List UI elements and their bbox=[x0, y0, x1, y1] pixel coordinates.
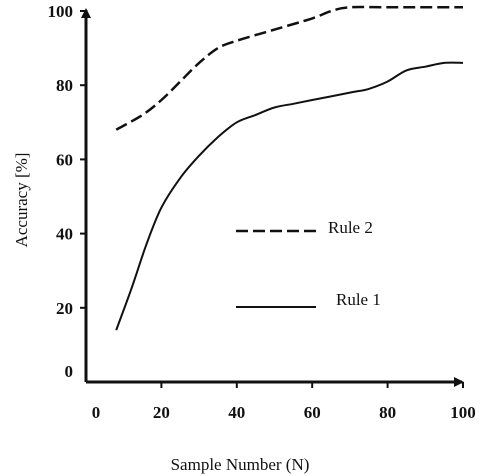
legend-label-rule2: Rule 2 bbox=[328, 218, 373, 237]
legend: Rule 2 Rule 1 bbox=[236, 218, 381, 309]
y-tick-label: 80 bbox=[56, 76, 73, 95]
x-tick-label: 80 bbox=[379, 403, 396, 422]
legend-label-rule1: Rule 1 bbox=[336, 290, 381, 309]
y-tick-label: 0 bbox=[65, 362, 74, 381]
y-tick-label: 40 bbox=[56, 225, 73, 244]
x-ticks: 0 20 40 60 80 100 bbox=[92, 382, 476, 422]
x-tick-label: 20 bbox=[153, 403, 170, 422]
series-line-rule-2 bbox=[115, 5, 463, 131]
x-axis-title: Sample Number (N) bbox=[171, 455, 310, 474]
y-tick-label: 60 bbox=[56, 150, 73, 169]
x-tick-label: 60 bbox=[304, 403, 321, 422]
series-layer bbox=[115, 5, 464, 331]
y-axis-title: Accuracy [%] bbox=[12, 153, 31, 248]
y-tick-label: 100 bbox=[48, 2, 74, 21]
y-ticks: 0 20 40 60 80 100 bbox=[48, 2, 86, 381]
y-tick-label: 20 bbox=[56, 299, 73, 318]
series-line-rule-1 bbox=[115, 61, 464, 331]
x-tick-label: 40 bbox=[228, 403, 245, 422]
x-tick-label: 0 bbox=[92, 403, 101, 422]
x-tick-label: 100 bbox=[450, 403, 476, 422]
